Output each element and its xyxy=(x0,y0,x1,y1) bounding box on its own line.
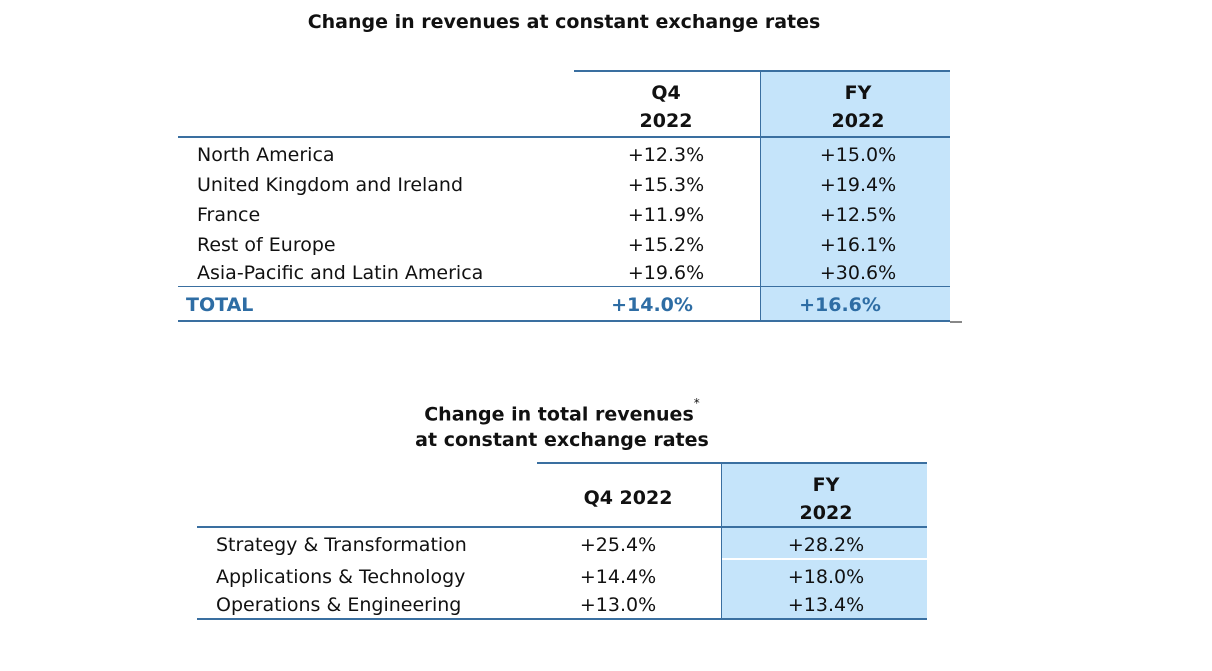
table2-header-fy-line2: 2022 xyxy=(799,502,853,524)
table1-title: Change in revenues at constant exchange … xyxy=(307,11,821,33)
table1-header-top-rule xyxy=(574,70,950,72)
table1-row-q4: +12.3% xyxy=(627,144,705,166)
table1-total-label: TOTAL xyxy=(186,294,254,316)
table1-header-fy-line2: 2022 xyxy=(831,110,885,132)
table2-row-q4: +13.0% xyxy=(579,594,657,616)
table2-row-q4: +25.4% xyxy=(579,534,657,556)
table2-header-fy: FY 2022 xyxy=(736,471,916,527)
table1-row-label: France xyxy=(197,204,261,226)
table2-row-fy: +28.2% xyxy=(787,534,865,556)
table2-title-line2: at constant exchange rates xyxy=(415,429,709,452)
table1-header-fy: FY 2022 xyxy=(770,79,946,135)
table1-header-bottom-rule xyxy=(178,136,950,138)
table2-header-fy-line1: FY xyxy=(812,474,840,496)
table2-title-line1-wrap: Change in total revenues* xyxy=(362,396,762,427)
table2-row-label: Strategy & Transformation xyxy=(216,534,467,556)
table1-row-label: United Kingdom and Ireland xyxy=(197,174,464,196)
table1-header-q4-line2: 2022 xyxy=(639,110,693,132)
table2-title: Change in total revenues* at constant ex… xyxy=(362,396,762,453)
table1-header-fy-line1: FY xyxy=(844,82,872,104)
table1-row-q4: +15.3% xyxy=(627,174,705,196)
table1-row-label: North America xyxy=(197,144,335,166)
table1-row-fy: +15.0% xyxy=(819,144,897,166)
table2-row-label: Applications & Technology xyxy=(216,566,466,588)
table1-row-fy: +16.1% xyxy=(819,234,897,256)
table1-fy-header-shade xyxy=(761,72,950,136)
table2-row-fy: +18.0% xyxy=(787,566,865,588)
table1-edge-mark xyxy=(950,321,962,323)
table1-row-label: Asia-Pacific and Latin America xyxy=(197,262,484,284)
table2-header-bottom-rule xyxy=(197,526,927,528)
table1-row-fy: +19.4% xyxy=(819,174,897,196)
table1-fy-body-shade xyxy=(761,138,950,286)
table2-row-q4: +14.4% xyxy=(579,566,657,588)
table1-column-separator xyxy=(760,70,761,322)
table1-header-q4-line1: Q4 xyxy=(651,82,681,104)
table1-total-bottom-rule xyxy=(178,320,950,322)
table1-total-top-rule xyxy=(178,286,950,287)
table2-row-fy: +13.4% xyxy=(787,594,865,616)
table1-row-q4: +19.6% xyxy=(627,262,705,284)
table2-column-separator xyxy=(721,462,722,619)
table1-fy-total-shade xyxy=(761,287,950,320)
table2-title-footnote-mark: * xyxy=(693,396,700,410)
table1-total-fy: +16.6% xyxy=(799,294,881,316)
table2-title-line1: Change in total revenues xyxy=(424,403,694,426)
table1-total-q4: +14.0% xyxy=(611,294,693,316)
table1-row-q4: +15.2% xyxy=(627,234,705,256)
table2-header-top-rule xyxy=(537,462,927,464)
table2-row-label: Operations & Engineering xyxy=(216,594,462,616)
table2-fy-header-shade xyxy=(722,464,927,526)
table2-fy-rows-shade xyxy=(722,560,927,618)
table1-row-fy: +12.5% xyxy=(819,204,897,226)
table1-row-q4: +11.9% xyxy=(627,204,705,226)
table1-row-label: Rest of Europe xyxy=(197,234,336,256)
table1-header-q4: Q4 2022 xyxy=(586,79,746,135)
table2-bottom-rule xyxy=(197,618,927,620)
table2-fy-row1-shade xyxy=(722,528,927,558)
table1-row-fy: +30.6% xyxy=(819,262,897,284)
table2-header-q4: Q4 2022 xyxy=(583,487,673,509)
